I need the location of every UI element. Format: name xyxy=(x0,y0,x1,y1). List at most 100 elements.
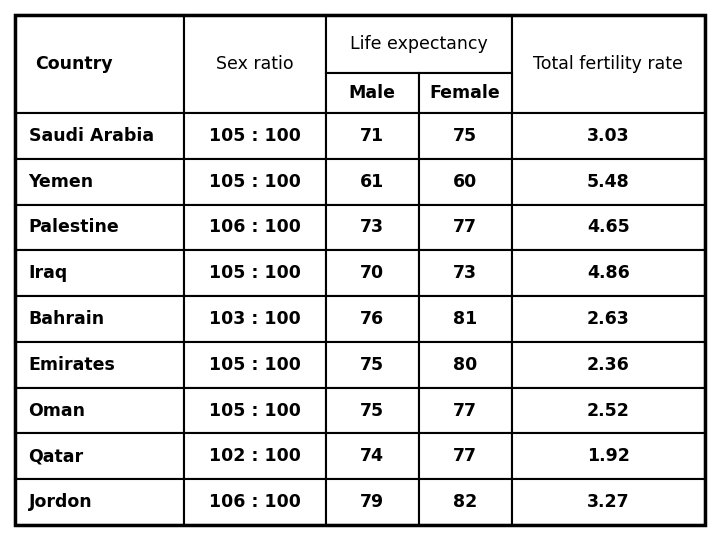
Bar xyxy=(15,159,184,205)
Text: 103 : 100: 103 : 100 xyxy=(209,310,301,328)
Text: Oman: Oman xyxy=(29,402,86,420)
Bar xyxy=(418,342,512,388)
Bar xyxy=(512,251,705,296)
Bar xyxy=(512,15,705,113)
Text: Male: Male xyxy=(348,84,395,102)
Text: Bahrain: Bahrain xyxy=(29,310,104,328)
Text: 1.92: 1.92 xyxy=(587,447,630,465)
Bar xyxy=(184,205,325,251)
Bar xyxy=(15,434,184,479)
Text: 105 : 100: 105 : 100 xyxy=(209,173,301,191)
Text: 77: 77 xyxy=(453,447,477,465)
Bar xyxy=(418,479,512,525)
Text: 2.52: 2.52 xyxy=(587,402,630,420)
Bar xyxy=(325,15,512,73)
Bar xyxy=(15,342,184,388)
Text: 2.36: 2.36 xyxy=(587,356,630,374)
Bar xyxy=(418,388,512,434)
Text: 79: 79 xyxy=(360,493,384,511)
Text: 105 : 100: 105 : 100 xyxy=(209,402,301,420)
Text: 75: 75 xyxy=(360,356,384,374)
Text: Yemen: Yemen xyxy=(29,173,94,191)
Bar xyxy=(325,434,418,479)
Bar xyxy=(418,113,512,159)
Text: Jordon: Jordon xyxy=(29,493,92,511)
Bar xyxy=(325,342,418,388)
Text: 70: 70 xyxy=(360,264,384,282)
Text: Female: Female xyxy=(430,84,500,102)
Bar xyxy=(512,342,705,388)
Text: 4.65: 4.65 xyxy=(587,219,630,237)
Text: 105 : 100: 105 : 100 xyxy=(209,356,301,374)
Text: 3.27: 3.27 xyxy=(587,493,630,511)
Bar xyxy=(325,296,418,342)
Bar xyxy=(418,205,512,251)
Bar xyxy=(325,251,418,296)
Bar xyxy=(325,205,418,251)
Text: Iraq: Iraq xyxy=(29,264,68,282)
Bar xyxy=(15,113,184,159)
Text: 105 : 100: 105 : 100 xyxy=(209,127,301,145)
Text: 74: 74 xyxy=(360,447,384,465)
Text: Sex ratio: Sex ratio xyxy=(216,55,294,73)
Bar xyxy=(512,434,705,479)
Text: Life expectancy: Life expectancy xyxy=(350,35,487,53)
Bar xyxy=(418,434,512,479)
Text: 106 : 100: 106 : 100 xyxy=(209,219,301,237)
Bar xyxy=(418,251,512,296)
Bar xyxy=(184,342,325,388)
Bar xyxy=(184,388,325,434)
Bar xyxy=(325,479,418,525)
Bar xyxy=(184,159,325,205)
Text: 77: 77 xyxy=(453,402,477,420)
Text: 75: 75 xyxy=(360,402,384,420)
Text: Palestine: Palestine xyxy=(29,219,120,237)
Bar xyxy=(15,205,184,251)
Text: 61: 61 xyxy=(360,173,384,191)
Text: Saudi Arabia: Saudi Arabia xyxy=(29,127,153,145)
Text: 3.03: 3.03 xyxy=(587,127,630,145)
Text: 2.63: 2.63 xyxy=(587,310,630,328)
Text: Emirates: Emirates xyxy=(29,356,115,374)
Text: 82: 82 xyxy=(453,493,477,511)
Bar xyxy=(512,479,705,525)
Bar xyxy=(184,296,325,342)
Bar xyxy=(512,296,705,342)
Text: 102 : 100: 102 : 100 xyxy=(209,447,301,465)
Bar xyxy=(418,73,512,113)
Bar xyxy=(15,15,184,113)
Bar xyxy=(325,113,418,159)
Text: 106 : 100: 106 : 100 xyxy=(209,493,301,511)
Text: 5.48: 5.48 xyxy=(587,173,630,191)
Bar xyxy=(512,388,705,434)
Text: Qatar: Qatar xyxy=(29,447,84,465)
Text: 75: 75 xyxy=(453,127,477,145)
Text: 73: 73 xyxy=(453,264,477,282)
Bar xyxy=(184,113,325,159)
Bar xyxy=(184,251,325,296)
Bar xyxy=(512,113,705,159)
Bar xyxy=(512,205,705,251)
Bar xyxy=(15,296,184,342)
Bar xyxy=(15,251,184,296)
Bar xyxy=(418,159,512,205)
Text: 76: 76 xyxy=(360,310,384,328)
Bar xyxy=(184,434,325,479)
Text: 4.86: 4.86 xyxy=(587,264,630,282)
Text: 73: 73 xyxy=(360,219,384,237)
Bar xyxy=(184,479,325,525)
Text: 81: 81 xyxy=(453,310,477,328)
Text: 71: 71 xyxy=(360,127,384,145)
Text: 60: 60 xyxy=(453,173,477,191)
Bar xyxy=(15,388,184,434)
Bar xyxy=(184,15,325,113)
Text: 77: 77 xyxy=(453,219,477,237)
Bar xyxy=(325,388,418,434)
Bar xyxy=(15,479,184,525)
Bar xyxy=(512,159,705,205)
Text: Total fertility rate: Total fertility rate xyxy=(534,55,683,73)
Bar xyxy=(418,296,512,342)
Bar xyxy=(325,73,418,113)
Text: Country: Country xyxy=(35,55,113,73)
Bar xyxy=(325,159,418,205)
